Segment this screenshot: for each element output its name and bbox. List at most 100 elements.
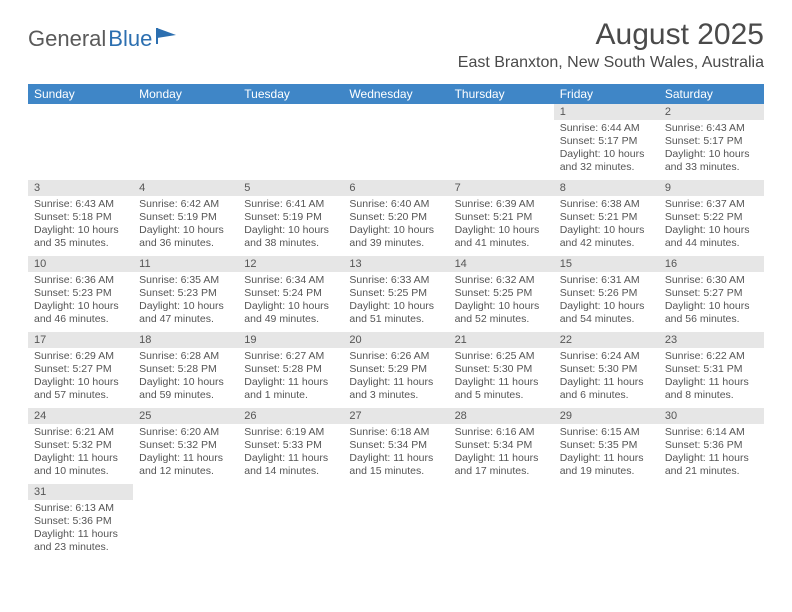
day-number: 17 [28,332,133,348]
calendar-cell [28,104,133,180]
calendar-cell: 18Sunrise: 6:28 AMSunset: 5:28 PMDayligh… [133,332,238,408]
calendar-cell: 27Sunrise: 6:18 AMSunset: 5:34 PMDayligh… [343,408,448,484]
day-details: Sunrise: 6:37 AMSunset: 5:22 PMDaylight:… [659,196,764,254]
calendar-cell: 26Sunrise: 6:19 AMSunset: 5:33 PMDayligh… [238,408,343,484]
day-number: 26 [238,408,343,424]
calendar-cell [343,104,448,180]
day-details: Sunrise: 6:44 AMSunset: 5:17 PMDaylight:… [554,120,659,178]
calendar-week-row: 31Sunrise: 6:13 AMSunset: 5:36 PMDayligh… [28,484,764,562]
day-number: 3 [28,180,133,196]
day-number: 31 [28,484,133,500]
calendar-cell: 23Sunrise: 6:22 AMSunset: 5:31 PMDayligh… [659,332,764,408]
weekday-header: Thursday [449,84,554,104]
day-details: Sunrise: 6:19 AMSunset: 5:33 PMDaylight:… [238,424,343,482]
day-details: Sunrise: 6:24 AMSunset: 5:30 PMDaylight:… [554,348,659,406]
calendar-cell: 31Sunrise: 6:13 AMSunset: 5:36 PMDayligh… [28,484,133,562]
day-details: Sunrise: 6:27 AMSunset: 5:28 PMDaylight:… [238,348,343,406]
day-details: Sunrise: 6:36 AMSunset: 5:23 PMDaylight:… [28,272,133,330]
calendar-cell [659,484,764,562]
calendar-cell [449,484,554,562]
day-details: Sunrise: 6:34 AMSunset: 5:24 PMDaylight:… [238,272,343,330]
day-details: Sunrise: 6:16 AMSunset: 5:34 PMDaylight:… [449,424,554,482]
day-number: 8 [554,180,659,196]
calendar-week-row: 17Sunrise: 6:29 AMSunset: 5:27 PMDayligh… [28,332,764,408]
calendar-cell: 13Sunrise: 6:33 AMSunset: 5:25 PMDayligh… [343,256,448,332]
day-number: 20 [343,332,448,348]
calendar-cell: 4Sunrise: 6:42 AMSunset: 5:19 PMDaylight… [133,180,238,256]
day-details: Sunrise: 6:43 AMSunset: 5:17 PMDaylight:… [659,120,764,178]
day-number: 25 [133,408,238,424]
calendar-body: 1Sunrise: 6:44 AMSunset: 5:17 PMDaylight… [28,104,764,562]
day-details: Sunrise: 6:22 AMSunset: 5:31 PMDaylight:… [659,348,764,406]
weekday-header: Wednesday [343,84,448,104]
day-number: 13 [343,256,448,272]
calendar-page: General Blue August 2025 East Branxton, … [0,0,792,562]
calendar-cell: 6Sunrise: 6:40 AMSunset: 5:20 PMDaylight… [343,180,448,256]
calendar-cell [133,104,238,180]
calendar-cell: 20Sunrise: 6:26 AMSunset: 5:29 PMDayligh… [343,332,448,408]
weekday-header: Sunday [28,84,133,104]
day-details: Sunrise: 6:29 AMSunset: 5:27 PMDaylight:… [28,348,133,406]
logo-flag-icon [156,27,178,45]
day-details: Sunrise: 6:26 AMSunset: 5:29 PMDaylight:… [343,348,448,406]
weekday-header: Friday [554,84,659,104]
calendar-week-row: 10Sunrise: 6:36 AMSunset: 5:23 PMDayligh… [28,256,764,332]
calendar-cell: 14Sunrise: 6:32 AMSunset: 5:25 PMDayligh… [449,256,554,332]
calendar-cell [449,104,554,180]
day-number: 1 [554,104,659,120]
calendar-cell: 11Sunrise: 6:35 AMSunset: 5:23 PMDayligh… [133,256,238,332]
title-block: August 2025 East Branxton, New South Wal… [458,18,764,78]
calendar-week-row: 3Sunrise: 6:43 AMSunset: 5:18 PMDaylight… [28,180,764,256]
day-details: Sunrise: 6:13 AMSunset: 5:36 PMDaylight:… [28,500,133,558]
day-details: Sunrise: 6:39 AMSunset: 5:21 PMDaylight:… [449,196,554,254]
day-details: Sunrise: 6:20 AMSunset: 5:32 PMDaylight:… [133,424,238,482]
day-number: 7 [449,180,554,196]
day-number: 12 [238,256,343,272]
day-number: 23 [659,332,764,348]
day-number: 11 [133,256,238,272]
calendar-cell: 10Sunrise: 6:36 AMSunset: 5:23 PMDayligh… [28,256,133,332]
day-details: Sunrise: 6:33 AMSunset: 5:25 PMDaylight:… [343,272,448,330]
day-details: Sunrise: 6:28 AMSunset: 5:28 PMDaylight:… [133,348,238,406]
day-number: 21 [449,332,554,348]
calendar-cell: 30Sunrise: 6:14 AMSunset: 5:36 PMDayligh… [659,408,764,484]
calendar-cell: 2Sunrise: 6:43 AMSunset: 5:17 PMDaylight… [659,104,764,180]
calendar-cell [238,104,343,180]
calendar-cell: 9Sunrise: 6:37 AMSunset: 5:22 PMDaylight… [659,180,764,256]
day-details: Sunrise: 6:43 AMSunset: 5:18 PMDaylight:… [28,196,133,254]
day-number: 22 [554,332,659,348]
weekday-header: Saturday [659,84,764,104]
calendar-cell [343,484,448,562]
calendar-cell: 19Sunrise: 6:27 AMSunset: 5:28 PMDayligh… [238,332,343,408]
calendar-cell: 5Sunrise: 6:41 AMSunset: 5:19 PMDaylight… [238,180,343,256]
day-number: 14 [449,256,554,272]
day-details: Sunrise: 6:21 AMSunset: 5:32 PMDaylight:… [28,424,133,482]
calendar-week-row: 24Sunrise: 6:21 AMSunset: 5:32 PMDayligh… [28,408,764,484]
calendar-cell: 1Sunrise: 6:44 AMSunset: 5:17 PMDaylight… [554,104,659,180]
calendar-cell: 28Sunrise: 6:16 AMSunset: 5:34 PMDayligh… [449,408,554,484]
day-number: 5 [238,180,343,196]
weekday-header: Tuesday [238,84,343,104]
calendar-cell [238,484,343,562]
day-number: 29 [554,408,659,424]
calendar-cell: 12Sunrise: 6:34 AMSunset: 5:24 PMDayligh… [238,256,343,332]
calendar-cell: 17Sunrise: 6:29 AMSunset: 5:27 PMDayligh… [28,332,133,408]
calendar-week-row: 1Sunrise: 6:44 AMSunset: 5:17 PMDaylight… [28,104,764,180]
day-details: Sunrise: 6:15 AMSunset: 5:35 PMDaylight:… [554,424,659,482]
calendar-cell: 15Sunrise: 6:31 AMSunset: 5:26 PMDayligh… [554,256,659,332]
day-number: 24 [28,408,133,424]
header: General Blue August 2025 East Branxton, … [28,18,764,78]
month-title: August 2025 [458,18,764,52]
day-details: Sunrise: 6:38 AMSunset: 5:21 PMDaylight:… [554,196,659,254]
location: East Branxton, New South Wales, Australi… [458,54,764,72]
day-number: 10 [28,256,133,272]
day-details: Sunrise: 6:25 AMSunset: 5:30 PMDaylight:… [449,348,554,406]
logo-text-2: Blue [108,26,152,52]
calendar-cell: 21Sunrise: 6:25 AMSunset: 5:30 PMDayligh… [449,332,554,408]
day-number: 28 [449,408,554,424]
day-number: 19 [238,332,343,348]
logo: General Blue [28,26,178,52]
calendar-cell: 3Sunrise: 6:43 AMSunset: 5:18 PMDaylight… [28,180,133,256]
day-details: Sunrise: 6:40 AMSunset: 5:20 PMDaylight:… [343,196,448,254]
day-number: 18 [133,332,238,348]
